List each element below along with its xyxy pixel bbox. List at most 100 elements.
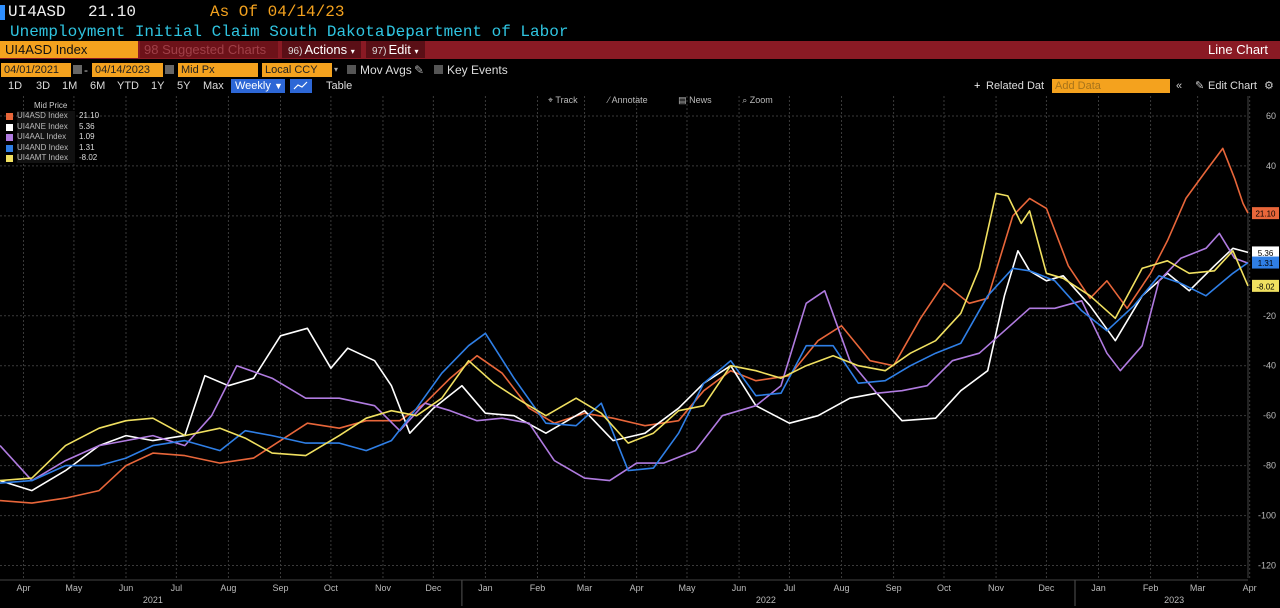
year-label: 2022: [756, 595, 776, 605]
x-tick-label: Sep: [886, 583, 902, 593]
cursor-marker: [0, 5, 5, 20]
legend-item[interactable]: UI4ANE Index 5.36: [3, 121, 95, 133]
legend-item[interactable]: UI4AMT Index -8.02: [3, 152, 97, 164]
actions-label: Actions: [304, 42, 348, 57]
mov-avgs-checkbox[interactable]: [347, 65, 356, 74]
series-line: [0, 192, 1249, 482]
x-tick-label: Mar: [1190, 583, 1206, 593]
annotate-label: Annotate: [611, 95, 648, 105]
x-tick-label: Oct: [324, 583, 339, 593]
edit-chart-button[interactable]: Edit Chart: [1208, 80, 1257, 92]
period-1m[interactable]: 1M: [62, 80, 78, 92]
table-button[interactable]: Table: [326, 80, 353, 92]
y-tick-label: 40: [1266, 161, 1276, 171]
x-tick-label: Aug: [220, 583, 236, 593]
period-6m[interactable]: 6M: [90, 80, 106, 92]
legend-swatch: [6, 113, 13, 121]
legend-value: 5.36: [79, 121, 95, 131]
period-max[interactable]: Max: [203, 80, 224, 92]
legend-swatch: [6, 154, 13, 162]
chart-legend: Mid Price UI4ASD Index 21.10 UI4ANE Index…: [3, 101, 99, 164]
chart-type-label[interactable]: Line Chart: [1208, 42, 1268, 57]
y-tick-label: -120: [1258, 561, 1276, 571]
legend-header: Mid Price: [34, 101, 68, 110]
last-value-tag: [1252, 246, 1279, 259]
period-3d[interactable]: 3D: [36, 80, 51, 92]
line-chart-icon[interactable]: [290, 79, 312, 93]
track-label: Track: [555, 95, 578, 105]
security-description: Unemployment Initial Claim South Dakota.…: [10, 23, 414, 41]
x-tick-label: Dec: [1038, 583, 1055, 593]
series-line: [0, 147, 1249, 504]
period-5y[interactable]: 5Y: [177, 80, 191, 92]
ticker: UI4ASD: [8, 3, 66, 21]
plus-icon[interactable]: +: [974, 80, 981, 92]
period-1d[interactable]: 1D: [8, 80, 23, 92]
x-tick-label: May: [65, 583, 83, 593]
frequency-label: Weekly: [235, 80, 271, 92]
collapse-icon[interactable]: «: [1176, 80, 1183, 92]
actions-number: 96): [288, 46, 303, 57]
settings-bar: 04/01/2021 - 04/14/2023 Mid Px Local CCY…: [0, 63, 1280, 78]
legend-value: 1.09: [79, 132, 95, 142]
description-bar: Unemployment Initial Claim South Dakota.…: [0, 22, 1280, 42]
price-field-select[interactable]: Mid Px: [178, 63, 258, 77]
period-1y[interactable]: 1Y: [151, 80, 165, 92]
security-field[interactable]: UI4ASD Index: [0, 41, 138, 58]
x-tick-label: Dec: [425, 583, 442, 593]
chevron-down-icon[interactable]: ▾: [334, 65, 339, 74]
x-tick-label: Apr: [1243, 583, 1257, 593]
legend-value: 1.31: [79, 142, 95, 152]
legend-swatch: [6, 144, 13, 152]
y-tick-label: -40: [1263, 361, 1276, 371]
related-data-button[interactable]: Related Dat: [986, 80, 1045, 92]
series-line: [0, 232, 1249, 482]
x-tick-label: Feb: [1143, 583, 1159, 593]
x-tick-label: Jul: [171, 583, 183, 593]
actions-button[interactable]: 96) Actions ▾: [282, 41, 361, 58]
legend-value: -8.02: [79, 152, 98, 162]
edit-button[interactable]: 97) Edit ▾: [366, 41, 425, 58]
key-events-checkbox[interactable]: [434, 65, 443, 74]
key-events-label: Key Events: [447, 63, 508, 77]
pencil-icon[interactable]: ✎: [414, 63, 425, 77]
gear-icon[interactable]: ⚙: [1264, 80, 1274, 92]
x-tick-label: May: [678, 583, 696, 593]
last-value-label: -8.02: [1256, 282, 1275, 291]
add-data-input[interactable]: Add Data: [1052, 79, 1170, 93]
calendar-icon[interactable]: [165, 65, 174, 74]
line-chart[interactable]: 60 40 -20 -40 -60 -80 -100 -120 Apr May Jun Jul Aug S…: [0, 94, 1280, 608]
last-value-tag: [1252, 207, 1279, 220]
x-tick-label: Apr: [630, 583, 644, 593]
news-tool[interactable]: ▤ News: [678, 95, 712, 105]
zoom-tool[interactable]: ⌕ Zoom: [742, 95, 773, 105]
y-tick-label: -100: [1258, 511, 1276, 521]
year-label: 2021: [143, 595, 163, 605]
calendar-icon[interactable]: [73, 65, 82, 74]
frequency-select[interactable]: Weekly ▼: [231, 79, 285, 93]
x-tick-label: Nov: [375, 583, 392, 593]
legend-item[interactable]: UI4AAL Index 1.09: [3, 132, 95, 143]
pencil-icon[interactable]: ✎: [1195, 80, 1205, 92]
annotate-tool[interactable]: ⁄ Annotate: [608, 95, 648, 105]
currency-select[interactable]: Local CCY: [262, 63, 332, 77]
chevron-down-icon: ▾: [414, 47, 419, 56]
period-ytd[interactable]: YTD: [117, 80, 139, 92]
legend-item[interactable]: UI4ASD Index 21.10: [3, 111, 99, 122]
y-tick-label: -60: [1263, 411, 1276, 421]
start-date-input[interactable]: 04/01/2021: [1, 63, 71, 77]
legend-swatch: [6, 123, 13, 131]
end-date-input[interactable]: 04/14/2023: [92, 63, 163, 77]
chevron-down-icon: ▼: [273, 81, 283, 91]
edit-label: Edit: [388, 42, 411, 57]
period-bar: 1D 3D 1M 6M YTD 1Y 5Y Max Weekly ▼ Table…: [0, 79, 1280, 94]
x-tick-label: Aug: [834, 583, 850, 593]
series-line: [0, 261, 1249, 484]
legend-item[interactable]: UI4AND Index 1.31: [3, 142, 95, 153]
title-bar: UI4ASD 21.10 As Of 04/14/23: [0, 0, 1280, 22]
data-source: Department of Labor: [386, 23, 569, 41]
suggested-charts-button[interactable]: 98 Suggested Charts: [140, 41, 278, 58]
legend-name: UI4ASD Index: [17, 111, 75, 122]
track-tool[interactable]: ⌖ Track: [548, 95, 578, 105]
last-value-label: 21.10: [1255, 210, 1276, 219]
